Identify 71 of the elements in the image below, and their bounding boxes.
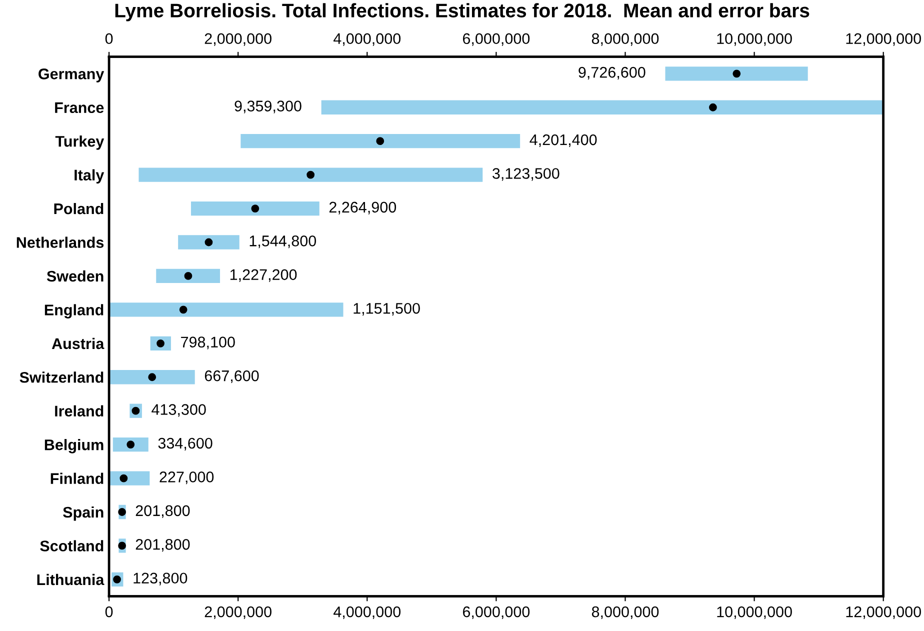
y-tick-label: Ireland <box>55 405 104 417</box>
x-tick-label: 10,000,000 <box>717 606 792 620</box>
y-tick-label: Poland <box>54 202 104 214</box>
x2-tick-label: 2,000,000 <box>204 33 272 46</box>
x2-tick-label: 6,000,000 <box>462 33 530 46</box>
x2-tick-label: 4,000,000 <box>334 33 401 46</box>
x2-tick-label: 8,000,000 <box>592 33 659 46</box>
x2-tick-label: 10,000,000 <box>717 33 792 46</box>
point <box>204 238 213 246</box>
bar <box>190 201 320 216</box>
x-tick-label: 0 <box>105 606 113 618</box>
point <box>251 204 260 212</box>
point <box>376 137 384 146</box>
annotation: 9,359,300 <box>234 100 302 114</box>
bar <box>138 168 483 182</box>
annotation: 9,726,600 <box>578 66 646 80</box>
bar <box>665 66 808 81</box>
annotation: 667,600 <box>204 370 259 384</box>
point <box>126 440 135 449</box>
y-tick-label: Spain <box>63 506 104 521</box>
bar <box>109 302 344 317</box>
bar <box>112 437 148 452</box>
y-tick-label: Belgium <box>44 439 104 454</box>
x2-tick-label: 12,000,000 <box>846 33 921 46</box>
x-tick-label: 2,000,000 <box>204 606 272 620</box>
point <box>148 373 156 382</box>
y-tick-label: Scotland <box>40 540 104 552</box>
bar <box>321 100 884 114</box>
point <box>306 170 315 179</box>
annotation: 3,123,500 <box>492 168 560 181</box>
annotation: 2,264,900 <box>329 202 396 214</box>
y-tick-label: Turkey <box>55 136 104 150</box>
y-tick-label: Lithuania <box>37 574 104 586</box>
y-tick-label: Italy <box>74 169 104 184</box>
x-tick-label: 4,000,000 <box>334 606 401 620</box>
point <box>120 474 128 482</box>
x-tick-label: 8,000,000 <box>592 606 659 620</box>
annotation: 1,151,500 <box>354 302 420 316</box>
bar <box>109 471 150 486</box>
annotation: 334,600 <box>158 438 212 450</box>
point <box>118 508 126 516</box>
point <box>179 306 188 314</box>
annotation: 413,300 <box>152 404 206 417</box>
annotation: 1,227,200 <box>230 269 297 282</box>
annotation: 201,800 <box>136 539 190 552</box>
point <box>184 272 192 280</box>
x-tick-label: 12,000,000 <box>846 606 921 620</box>
bar <box>240 134 520 148</box>
chart-title: Lyme Borreliosis. Total Infections. Estimates for 2018. Mean and error bars <box>115 3 810 22</box>
point <box>709 103 717 112</box>
x2-tick-label: 0 <box>105 33 113 44</box>
annotation: 798,100 <box>181 336 235 350</box>
y-tick-label: England <box>44 304 104 318</box>
y-tick-label: Switzerland <box>20 372 104 383</box>
point <box>732 70 741 78</box>
bar <box>156 268 220 284</box>
x-tick-label: 6,000,000 <box>462 606 530 620</box>
annotation: 227,000 <box>160 472 214 484</box>
annotation: 201,800 <box>136 505 190 518</box>
y-tick-label: Austria <box>52 338 104 350</box>
annotation: 123,800 <box>134 572 188 586</box>
annotation: 1,544,800 <box>250 236 316 248</box>
bar <box>109 370 195 384</box>
y-tick-label: Netherlands <box>16 236 104 248</box>
annotation: 4,201,400 <box>530 134 597 147</box>
bar <box>178 235 240 250</box>
y-tick-label: Finland <box>50 472 104 484</box>
y-tick-label: France <box>55 102 104 114</box>
point <box>118 542 126 550</box>
y-tick-label: Germany <box>38 68 104 82</box>
y-tick-label: Sweden <box>46 270 104 282</box>
